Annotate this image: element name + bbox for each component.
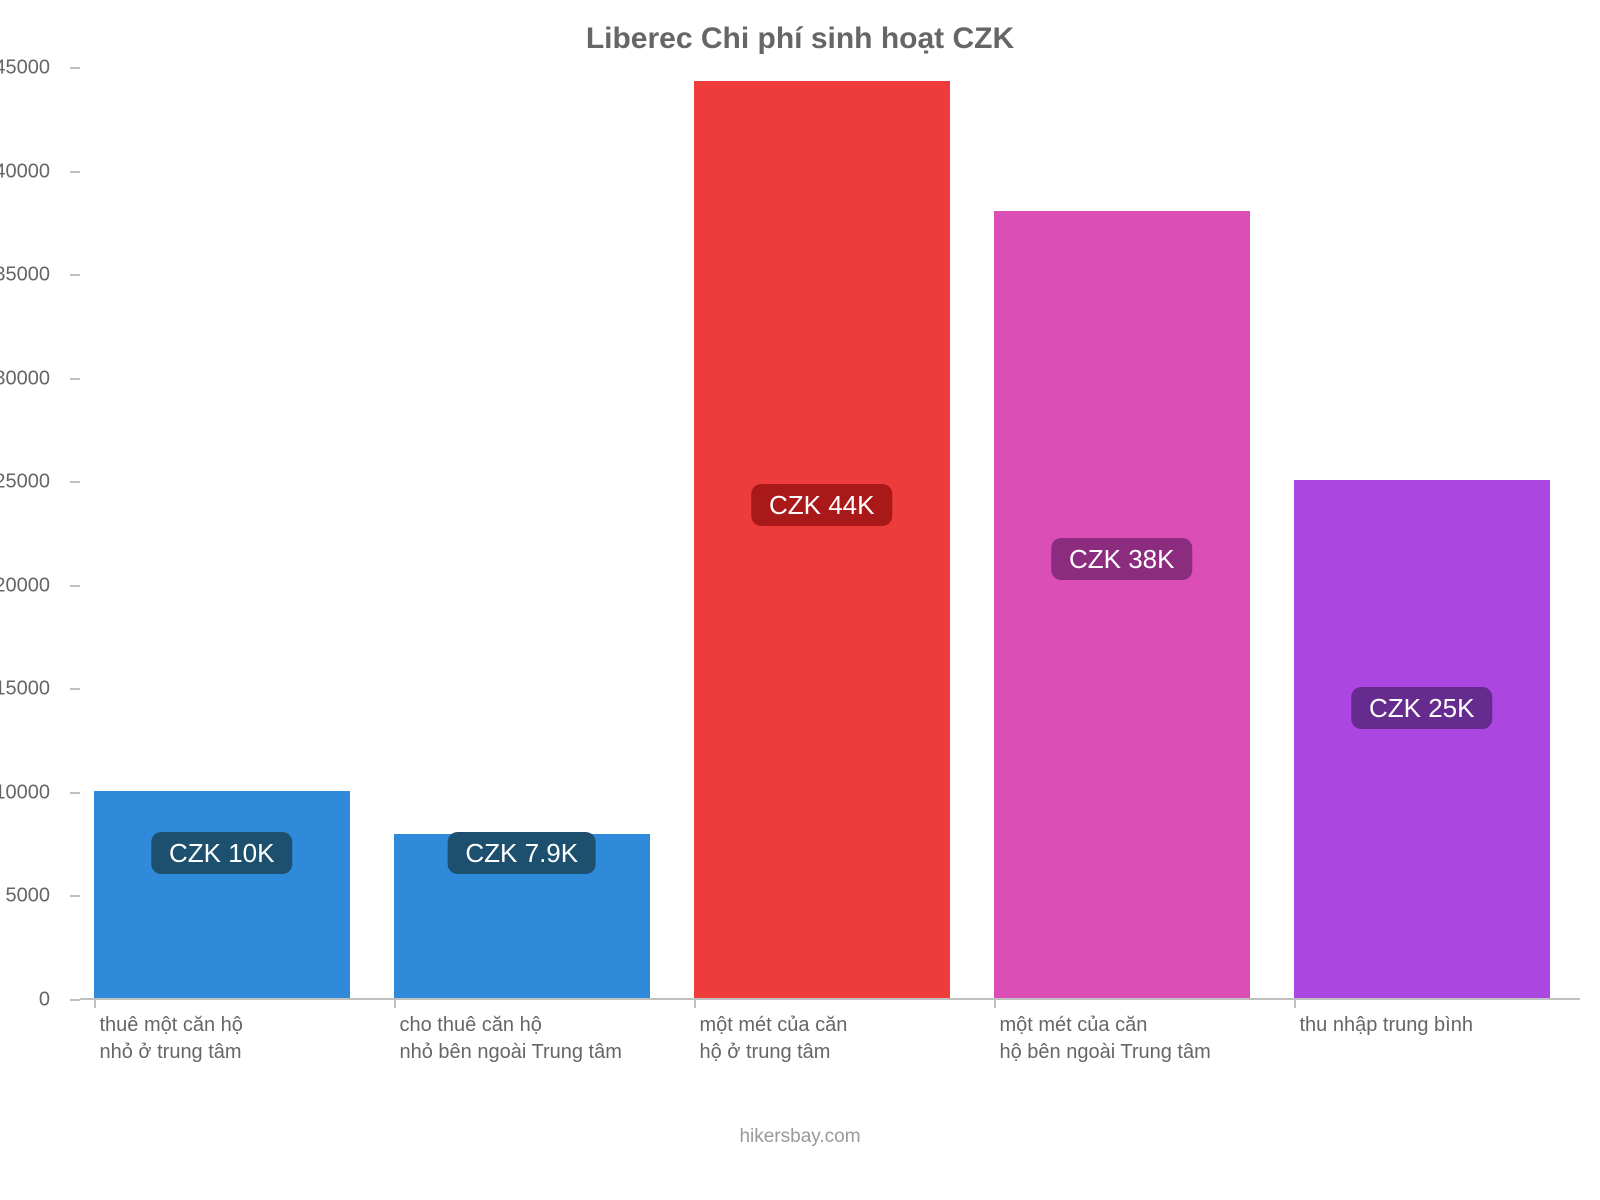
value-badge: CZK 25K	[1351, 687, 1493, 729]
y-tick	[70, 481, 80, 483]
y-tick	[70, 171, 80, 173]
y-tick-label: 35000	[0, 264, 50, 287]
x-tick-label: cho thuê căn hộ nhỏ bên ngoài Trung tâm	[400, 1012, 622, 1066]
x-tick-label: một mét của căn hộ ở trung tâm	[700, 1012, 848, 1066]
y-tick-label: 25000	[0, 471, 50, 494]
x-tick	[394, 998, 396, 1008]
y-tick-label: 0	[39, 989, 50, 1012]
bar	[94, 791, 351, 998]
y-tick	[70, 274, 80, 276]
y-tick	[70, 792, 80, 794]
x-tick-label: thu nhập trung bình	[1300, 1012, 1473, 1039]
x-tick	[994, 998, 996, 1008]
y-tick	[70, 585, 80, 587]
y-tick	[70, 67, 80, 69]
bar	[1294, 480, 1551, 998]
x-tick-label: một mét của căn hộ bên ngoài Trung tâm	[1000, 1012, 1211, 1066]
chart-footer: hikersbay.com	[0, 1126, 1600, 1148]
y-tick	[70, 999, 80, 1001]
y-tick-label: 40000	[0, 160, 50, 183]
x-tick	[1294, 998, 1296, 1008]
y-tick-label: 45000	[0, 57, 50, 80]
y-tick-label: 15000	[0, 678, 50, 701]
x-tick-label: thuê một căn hộ nhỏ ở trung tâm	[100, 1012, 243, 1066]
y-tick-label: 5000	[6, 885, 51, 908]
y-tick-label: 30000	[0, 367, 50, 390]
y-tick-label: 20000	[0, 574, 50, 597]
value-badge: CZK 44K	[751, 484, 893, 526]
value-badge: CZK 10K	[151, 832, 293, 874]
bar	[994, 211, 1251, 998]
y-tick	[70, 688, 80, 690]
y-tick	[70, 895, 80, 897]
x-tick	[94, 998, 96, 1008]
plot-area: 0500010000150002000025000300003500040000…	[80, 68, 1580, 1000]
value-badge: CZK 7.9K	[447, 832, 596, 874]
x-tick	[694, 998, 696, 1008]
cost-of-living-chart: Liberec Chi phí sinh hoạt CZK 0500010000…	[0, 0, 1600, 1200]
value-badge: CZK 38K	[1051, 538, 1193, 580]
y-tick	[70, 378, 80, 380]
chart-title: Liberec Chi phí sinh hoạt CZK	[0, 22, 1600, 56]
y-tick-label: 10000	[0, 781, 50, 804]
bar	[694, 81, 951, 999]
